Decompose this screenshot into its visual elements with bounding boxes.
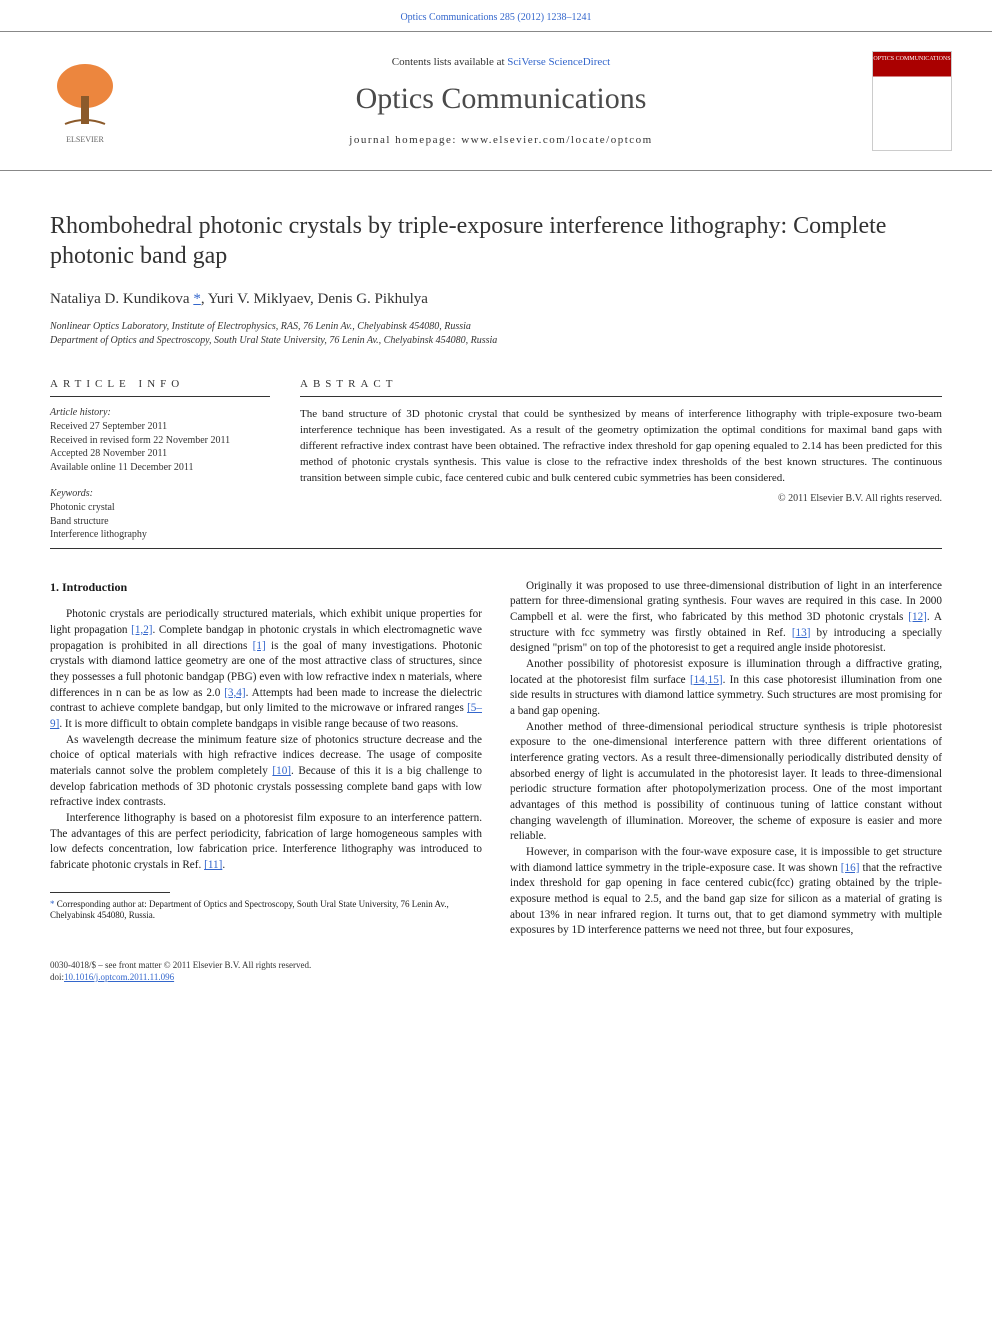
history-heading: Article history: [50, 407, 270, 418]
abstract-copyright: © 2011 Elsevier B.V. All rights reserved… [300, 493, 942, 504]
svg-text:ELSEVIER: ELSEVIER [66, 135, 104, 144]
body-two-column: 1. Introduction Photonic crystals are pe… [0, 549, 992, 959]
ref-link[interactable]: [10] [272, 765, 291, 777]
ref-link[interactable]: [14,15] [690, 674, 723, 686]
abstract-label: abstract [300, 378, 942, 397]
journal-name: Optics Communications [140, 82, 862, 116]
info-abstract-row: article info Article history: Received 2… [0, 358, 992, 542]
sciencedirect-link[interactable]: SciVerse ScienceDirect [507, 56, 610, 68]
author-1: Nataliya D. Kundikova [50, 291, 193, 307]
ref-link[interactable]: [11] [204, 859, 222, 871]
keyword-3: Interference lithography [50, 528, 270, 542]
article-info-label: article info [50, 378, 270, 397]
ref-link[interactable]: [12] [908, 611, 927, 623]
title-block: Rhombohedral photonic crystals by triple… [0, 171, 992, 358]
para-l1: Photonic crystals are periodically struc… [50, 607, 482, 732]
journal-homepage-line: journal homepage: www.elsevier.com/locat… [140, 134, 862, 146]
para-l3: Interference lithography is based on a p… [50, 811, 482, 874]
keyword-1: Photonic crystal [50, 501, 270, 515]
elsevier-tree-logo: ELSEVIER [45, 56, 125, 146]
ref-link[interactable]: [16] [841, 862, 860, 874]
keywords-block: Keywords: Photonic crystal Band structur… [50, 488, 270, 542]
history-online: Available online 11 December 2011 [50, 461, 270, 475]
author-list: Nataliya D. Kundikova *, Yuri V. Miklyae… [50, 291, 942, 308]
doi-line: doi:10.1016/j.optcom.2011.11.096 [50, 971, 942, 983]
footnote-divider [50, 892, 170, 893]
history-revised: Received in revised form 22 November 201… [50, 434, 270, 448]
section-1-heading: 1. Introduction [50, 579, 482, 596]
right-column: Originally it was proposed to use three-… [510, 579, 942, 939]
ref-link[interactable]: [1] [253, 640, 266, 652]
history-accepted: Accepted 28 November 2011 [50, 447, 270, 461]
doi-link[interactable]: 10.1016/j.optcom.2011.11.096 [64, 972, 174, 982]
para-l2: As wavelength decrease the minimum featu… [50, 733, 482, 811]
journal-cover-label: OPTICS COMMUNICATIONS [873, 52, 951, 62]
ref-link[interactable]: [13] [792, 627, 811, 639]
journal-cover-container: OPTICS COMMUNICATIONS [862, 51, 962, 151]
article-info-column: article info Article history: Received 2… [50, 378, 270, 542]
citation-text: Optics Communications 285 (2012) 1238–12… [400, 12, 591, 23]
journal-cover-thumbnail: OPTICS COMMUNICATIONS [872, 51, 952, 151]
running-header: Optics Communications 285 (2012) 1238–12… [0, 0, 992, 31]
affiliations: Nonlinear Optics Laboratory, Institute o… [50, 320, 942, 348]
abstract-text: The band structure of 3D photonic crysta… [300, 407, 942, 487]
article-title: Rhombohedral photonic crystals by triple… [50, 211, 942, 271]
page-footer: 0030-4018/$ – see front matter © 2011 El… [0, 959, 992, 1013]
keywords-heading: Keywords: [50, 488, 270, 499]
corresponding-author-marker[interactable]: * [193, 291, 201, 307]
masthead-center: Contents lists available at SciVerse Sci… [140, 56, 862, 146]
footnote-text: Corresponding author at: Department of O… [50, 899, 449, 921]
abstract-column: abstract The band structure of 3D photon… [300, 378, 942, 542]
ref-link[interactable]: [3,4] [224, 687, 245, 699]
keyword-2: Band structure [50, 515, 270, 529]
para-r3: Another method of three-dimensional peri… [510, 720, 942, 845]
contents-lists-line: Contents lists available at SciVerse Sci… [140, 56, 862, 68]
history-received: Received 27 September 2011 [50, 420, 270, 434]
journal-homepage-url: www.elsevier.com/locate/optcom [461, 134, 653, 146]
masthead: ELSEVIER Contents lists available at Sci… [0, 31, 992, 171]
para-r1: Originally it was proposed to use three-… [510, 579, 942, 657]
publisher-logo-container: ELSEVIER [30, 56, 140, 146]
para-r4: However, in comparison with the four-wav… [510, 845, 942, 939]
affiliation-2: Department of Optics and Spectroscopy, S… [50, 334, 942, 348]
left-column: 1. Introduction Photonic crystals are pe… [50, 579, 482, 939]
corresponding-footnote: * Corresponding author at: Department of… [50, 899, 482, 922]
ref-link[interactable]: [5–9] [50, 702, 482, 730]
front-matter-line: 0030-4018/$ – see front matter © 2011 El… [50, 959, 942, 971]
affiliation-1: Nonlinear Optics Laboratory, Institute o… [50, 320, 942, 334]
ref-link[interactable]: [1,2] [131, 624, 152, 636]
authors-rest: , Yuri V. Miklyaev, Denis G. Pikhulya [201, 291, 428, 307]
para-r2: Another possibility of photoresist expos… [510, 657, 942, 720]
